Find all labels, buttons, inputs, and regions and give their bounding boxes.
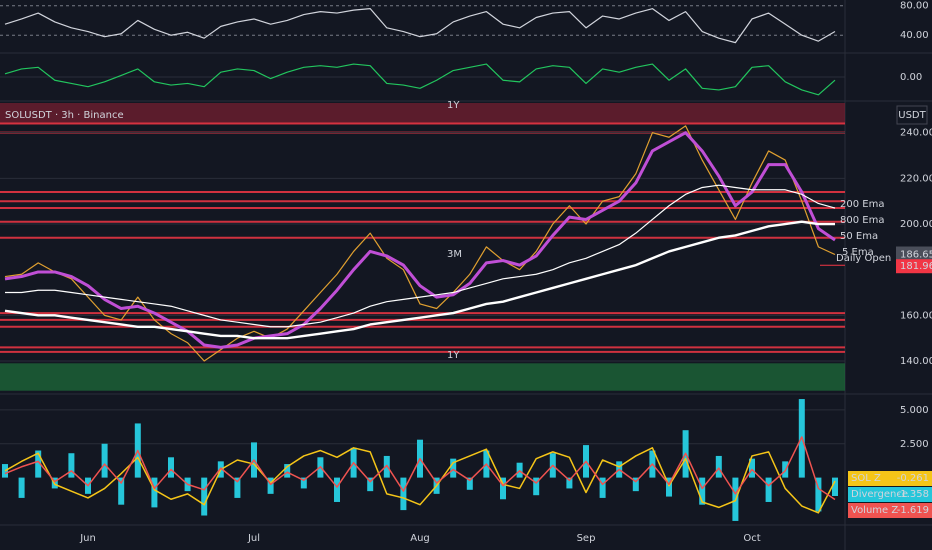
bar	[201, 477, 208, 516]
daily-open-label: Daily Open	[836, 253, 891, 264]
bar	[599, 477, 606, 498]
legend-name: SOL Z	[851, 473, 881, 484]
bar	[118, 477, 125, 505]
unit-badge	[896, 105, 928, 125]
bar	[566, 477, 573, 489]
unit-label: USDT	[898, 110, 926, 121]
ema-label: 800 Ema	[840, 215, 884, 226]
legend-badge	[848, 471, 932, 486]
x-tick-label: Jul	[247, 533, 260, 544]
chart-title: SOLUSDT · 3h · Binance	[5, 110, 124, 121]
ema-line	[4, 131, 836, 349]
ema-label: 50 Ema	[840, 231, 878, 242]
legend-name: Divergence	[851, 489, 908, 500]
bar	[533, 477, 540, 496]
series-line	[4, 8, 836, 44]
legend-value: -1.619	[897, 505, 929, 516]
annotation: 1Y	[447, 100, 460, 111]
bar	[466, 477, 473, 490]
bar	[334, 477, 340, 502]
y-tick-label: 160.00	[900, 310, 932, 321]
last-price-label: 186.65	[900, 250, 932, 261]
support-zone	[0, 363, 845, 391]
bar	[35, 450, 42, 478]
bar	[284, 464, 291, 478]
y-tick-label: 80.00	[900, 1, 929, 12]
resistance-zone	[0, 103, 845, 124]
legend-value: -1.358	[897, 489, 929, 500]
ema-label: 200 Ema	[840, 199, 884, 210]
y-tick-label: 40.00	[900, 30, 929, 41]
last-price-badge	[896, 246, 932, 263]
bar	[300, 477, 307, 489]
bar	[832, 477, 838, 496]
x-tick-label: Oct	[743, 533, 760, 544]
annotation: 3M	[447, 249, 462, 260]
annotation: 5 Ema	[842, 247, 874, 258]
y-tick-label: 140.00	[900, 356, 932, 367]
x-tick-label: Sep	[577, 533, 596, 544]
y-tick-label: 240.00	[900, 128, 932, 139]
bar	[500, 477, 506, 500]
ema-line	[5, 184, 836, 328]
bar	[632, 477, 639, 492]
legend-badge	[848, 503, 932, 518]
daily-open-badge	[896, 259, 932, 274]
bar	[400, 477, 407, 511]
y-tick-label: 2.500	[900, 439, 929, 450]
bar	[101, 443, 108, 478]
series-line	[4, 436, 836, 501]
daily-open-value: 181.96	[900, 261, 932, 272]
legend-badge	[848, 487, 932, 502]
bar	[715, 455, 722, 478]
bar	[234, 477, 241, 498]
bar	[18, 477, 25, 498]
annotation: 1Y	[447, 350, 460, 361]
y-tick-label: 5.000	[900, 405, 929, 416]
y-tick-label: 220.00	[900, 173, 932, 184]
legend-name: Volume Z	[851, 505, 898, 516]
y-tick-label: 200.00	[900, 219, 932, 230]
bar	[168, 457, 174, 478]
legend-value: -0.261	[897, 473, 929, 484]
bar	[765, 477, 772, 502]
bar	[666, 477, 672, 497]
bar	[699, 477, 706, 505]
bar	[749, 458, 755, 478]
y-tick-label: 0.00	[900, 72, 922, 83]
series-line	[4, 125, 836, 362]
bar	[267, 477, 274, 494]
series-line	[4, 63, 836, 96]
ema-line	[4, 220, 835, 340]
bar	[151, 477, 158, 508]
bar	[450, 458, 457, 478]
x-tick-label: Jun	[79, 533, 96, 544]
bar	[367, 477, 374, 492]
series-line	[4, 447, 836, 514]
bar	[68, 453, 75, 478]
x-tick-label: Aug	[410, 533, 430, 544]
bar	[815, 477, 822, 512]
